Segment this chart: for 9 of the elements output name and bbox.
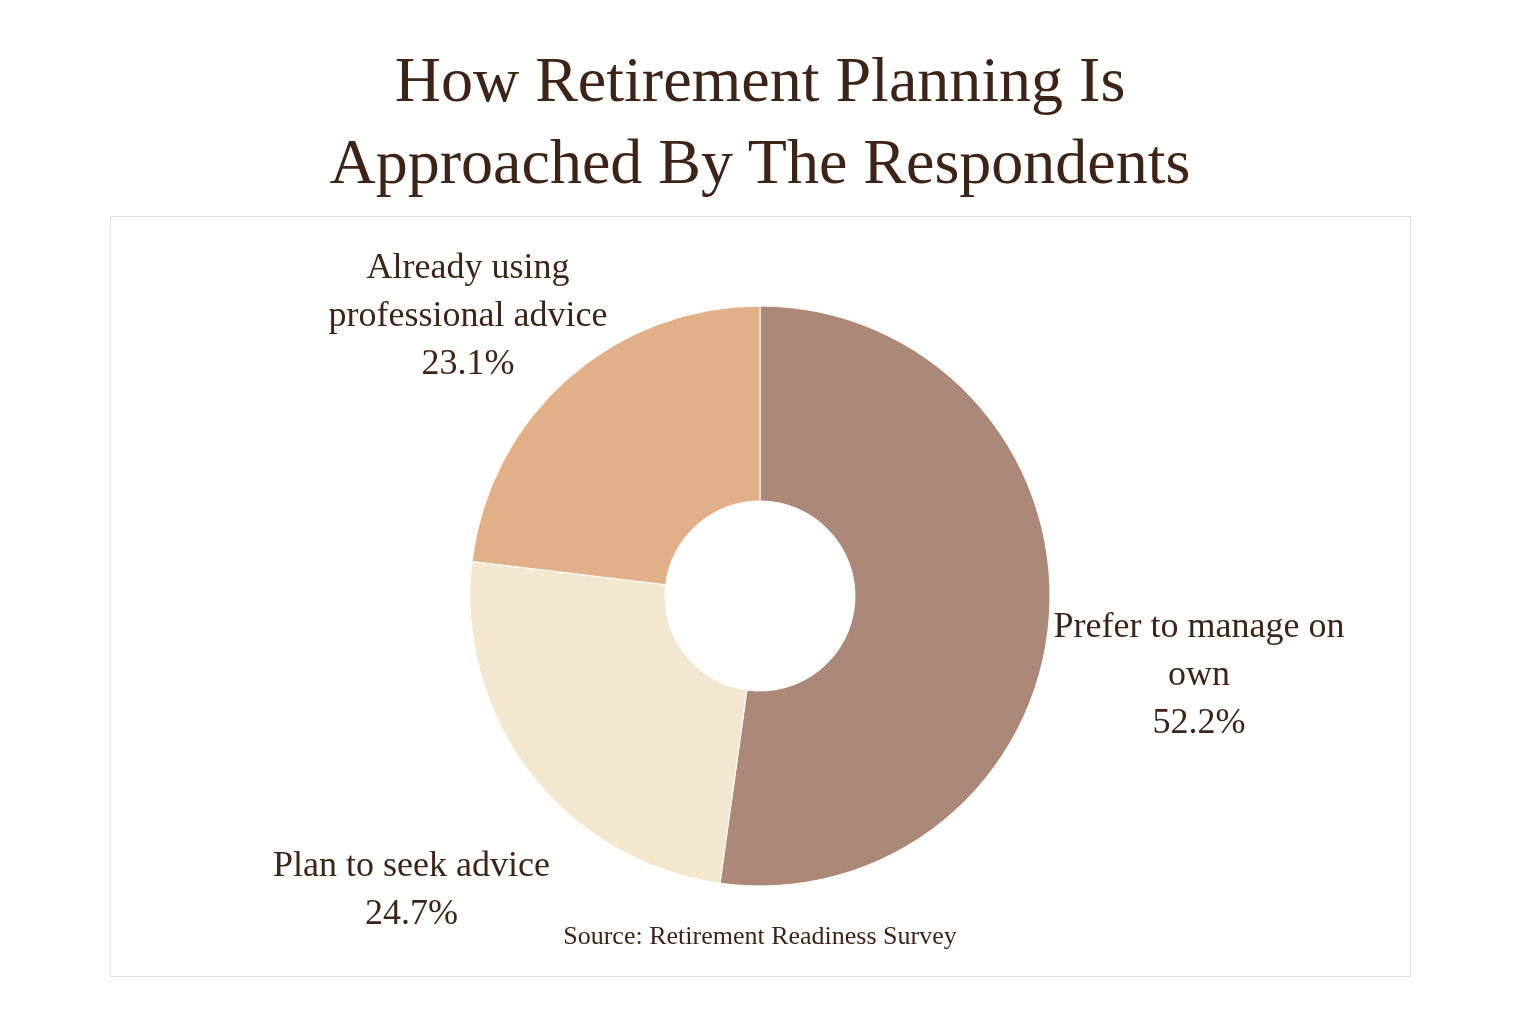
text: How Retirement Planning Is	[394, 44, 1126, 115]
slice-label: Plan to seek advice	[273, 843, 550, 884]
data-label: 23.1%	[421, 341, 515, 382]
slice-label: Prefer to manage on own	[1053, 605, 1345, 694]
slice-label: Already using professional advice	[328, 245, 608, 334]
source-note: Source: Retirement Readiness Survey	[563, 921, 957, 950]
data-label: 52.2%	[1152, 701, 1246, 742]
data-label: 24.7%	[364, 891, 458, 932]
text: Approached By The Respondents	[329, 126, 1191, 197]
